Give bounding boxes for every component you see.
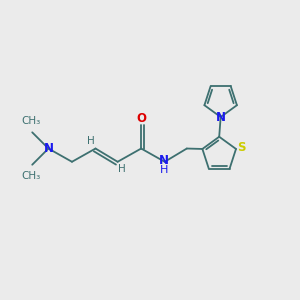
Text: H: H — [160, 165, 168, 175]
Text: CH₃: CH₃ — [21, 116, 40, 126]
Text: H: H — [87, 136, 95, 146]
Text: CH₃: CH₃ — [21, 171, 40, 181]
Text: O: O — [136, 112, 146, 125]
Text: S: S — [237, 141, 245, 154]
Text: N: N — [216, 111, 226, 124]
Text: N: N — [159, 154, 169, 167]
Text: N: N — [44, 142, 53, 155]
Text: H: H — [118, 164, 126, 174]
